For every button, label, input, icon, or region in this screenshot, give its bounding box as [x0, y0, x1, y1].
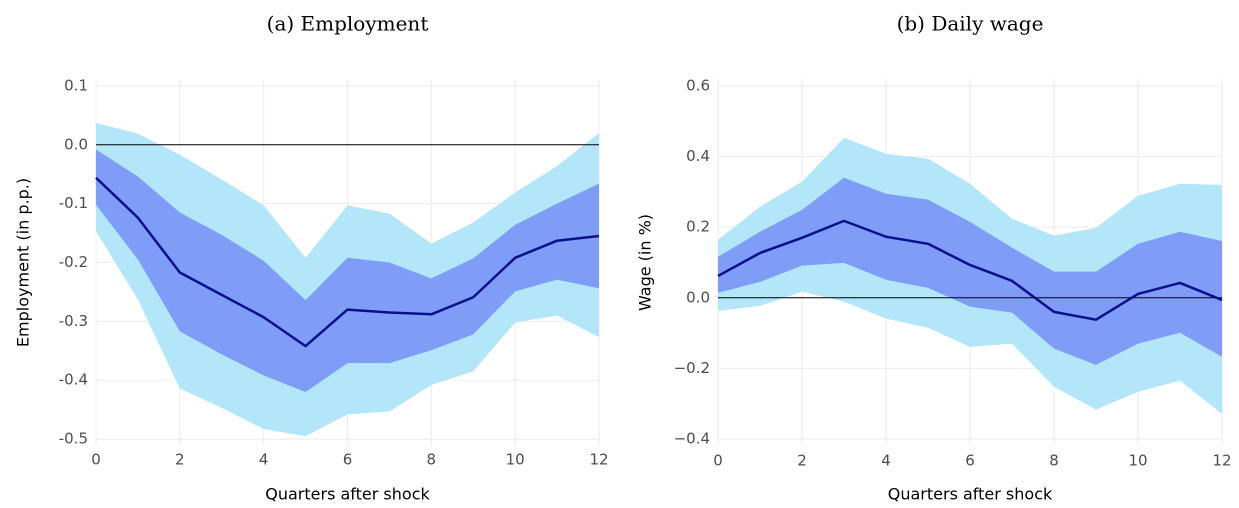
line: [717, 219, 1223, 321]
y-tick-label: 0.2: [686, 218, 710, 236]
line: [95, 176, 600, 348]
y-axis-label: Employment (in p.p.): [14, 178, 33, 347]
x-tick-label: 8: [427, 451, 437, 469]
x-tick-label: 12: [589, 451, 608, 469]
x-tick-label: 10: [1128, 452, 1147, 470]
y-tick-label: -0.5: [59, 430, 88, 448]
x-tick-label: 2: [797, 452, 807, 470]
chart-title: (b) Daily wage: [897, 12, 1044, 36]
y-tick-label: −0.4: [674, 429, 710, 447]
y-tick-label: -0.4: [59, 371, 88, 389]
x-axis-label: Quarters after shock: [888, 485, 1053, 504]
x-tick-label: 10: [506, 451, 525, 469]
x-tick-label: 6: [965, 452, 975, 470]
x-tick-label: 0: [713, 452, 723, 470]
chart-panel: (a) Employment 0 2 4 6 8 10 12 -0.5 -0.4 -0.3 -0.2 -…: [14, 12, 609, 504]
confidence-band: [96, 149, 599, 393]
chart-title: (a) Employment: [267, 12, 429, 36]
x-axis-label: Quarters after shock: [265, 485, 430, 504]
y-tick-label: 0.0: [686, 288, 710, 306]
x-tick-label: 8: [1049, 452, 1059, 470]
y-tick-label: 0.1: [64, 76, 88, 94]
y-tick-label: 0.0: [64, 135, 88, 153]
y-tick-label: 0.4: [686, 147, 710, 165]
y-tick-label: -0.3: [59, 312, 88, 330]
x-tick-label: 6: [343, 451, 353, 469]
confidence-band: [718, 177, 1222, 365]
chart-panel: (b) Daily wage 0 2 4 6 8 10 12 −0.4 −0.2 0.0 0.2 0.4…: [636, 12, 1232, 504]
x-tick-label: 4: [259, 451, 269, 469]
x-tick-label: 4: [881, 452, 891, 470]
x-tick-label: 0: [91, 451, 101, 469]
y-tick-label: 0.6: [686, 77, 710, 95]
y-tick-label: -0.1: [59, 194, 88, 212]
x-tick-label: 12: [1212, 452, 1231, 470]
x-tick-label: 2: [175, 451, 185, 469]
y-tick-label: −0.2: [674, 359, 710, 377]
y-tick-label: -0.2: [59, 253, 88, 271]
y-axis-label: Wage (in %): [636, 214, 655, 311]
